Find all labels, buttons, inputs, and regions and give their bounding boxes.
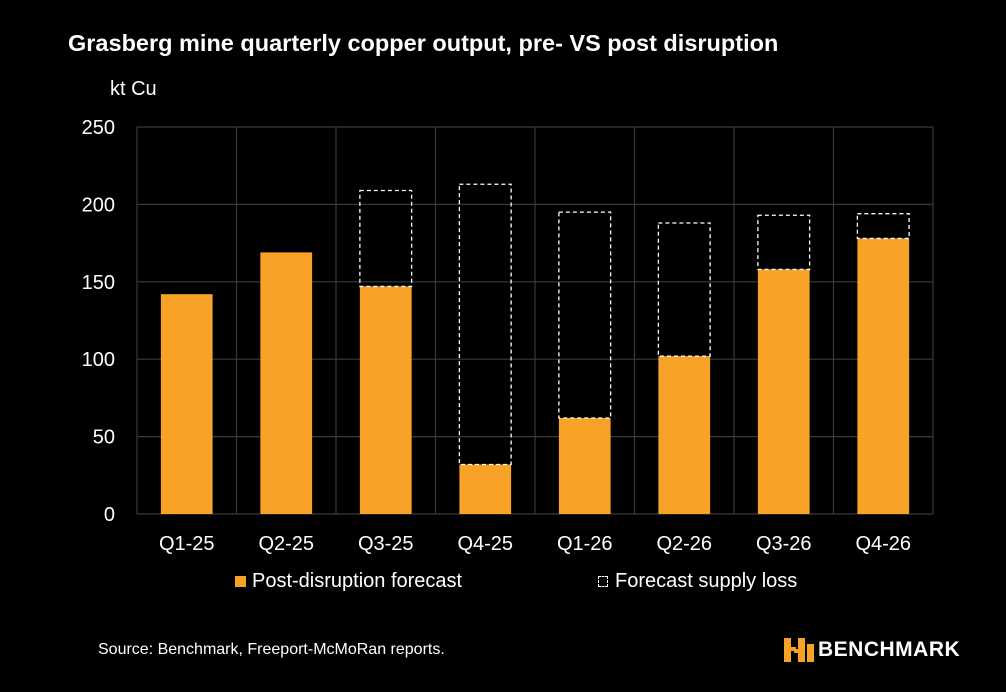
bar-post-disruption (757, 269, 810, 514)
legend-label-post-disruption: Post-disruption forecast (252, 570, 463, 592)
bars (160, 183, 910, 514)
x-tick-label: Q1-25 (159, 533, 215, 555)
x-tick-label: Q2-25 (258, 533, 314, 555)
brand-logo: BENCHMARK (782, 634, 960, 666)
x-tick-label: Q1-26 (557, 533, 613, 555)
chart-title: Grasberg mine quarterly copper output, p… (68, 30, 779, 56)
bar-post-disruption (359, 286, 412, 514)
y-tick-label: 50 (93, 427, 115, 449)
chart-legend: Post-disruption forecast Forecast supply… (0, 570, 1006, 600)
x-tick-label: Q2-26 (656, 533, 712, 555)
bar-supply-loss (558, 211, 612, 419)
x-tick-label: Q4-26 (855, 533, 911, 555)
y-tick-label: 100 (82, 349, 115, 371)
bar-post-disruption (658, 356, 711, 514)
bar-post-disruption (558, 418, 611, 514)
bar-supply-loss (757, 214, 811, 271)
benchmark-logo-icon (784, 638, 814, 662)
bar-post-disruption (459, 464, 512, 514)
bar-supply-loss (359, 189, 413, 288)
x-tick-label: Q4-25 (457, 533, 513, 555)
y-tick-label: 250 (82, 117, 115, 139)
bar-post-disruption (260, 252, 313, 514)
bar-supply-loss (657, 222, 711, 357)
gridlines (136, 126, 934, 515)
legend-item-supply-loss: Forecast supply loss (598, 570, 797, 593)
y-tick-label: 0 (104, 504, 115, 526)
bar-supply-loss (458, 183, 512, 466)
bar-post-disruption (160, 294, 213, 514)
x-tick-label: Q3-26 (756, 533, 812, 555)
y-axis-unit-label: kt Cu (110, 78, 157, 100)
y-tick-label: 150 (82, 272, 115, 294)
x-tick-label: Q3-25 (358, 533, 414, 555)
legend-swatch-solid (235, 576, 246, 587)
brand-name: BENCHMARK (818, 638, 961, 661)
x-tick-labels: Q1-25 Q2-25 Q3-25 Q4-25 Q1-26 Q2-26 Q3-26 Q4-26 (159, 533, 911, 555)
y-tick-label: 200 (82, 194, 115, 216)
y-tick-labels: 0 50 100 150 200 250 (82, 117, 115, 526)
bar-supply-loss (856, 213, 910, 240)
legend-swatch-dashed (598, 576, 608, 587)
legend-item-post-disruption: Post-disruption forecast (235, 570, 462, 593)
bar-post-disruption (857, 238, 910, 514)
legend-label-supply-loss: Forecast supply loss (615, 570, 798, 592)
source-note: Source: Benchmark, Freeport-McMoRan repo… (98, 641, 445, 658)
